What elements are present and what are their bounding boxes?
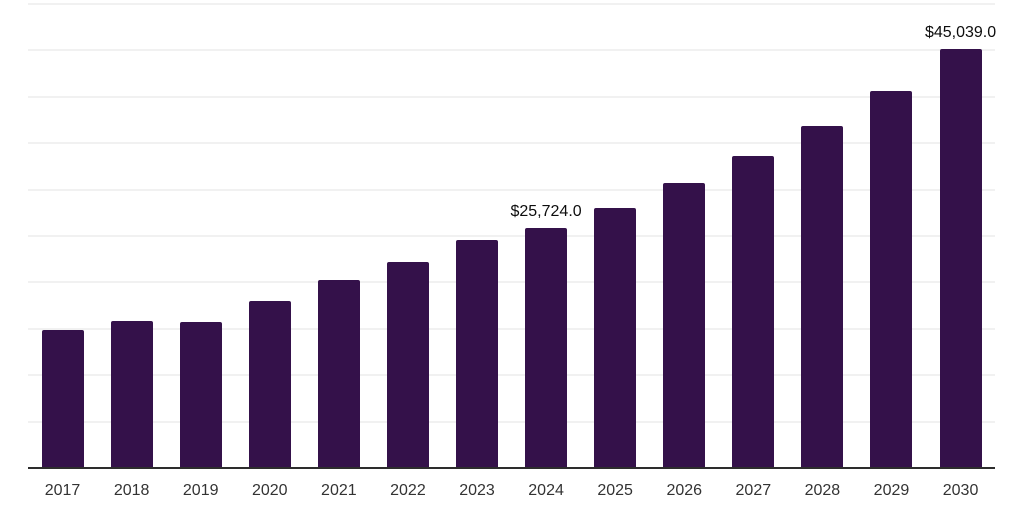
x-axis-label: 2020: [251, 482, 288, 499]
bar-column: [373, 3, 442, 467]
bar-column: [166, 3, 235, 467]
bar-column: [581, 3, 650, 467]
gridline: [28, 142, 995, 145]
bar-2029[interactable]: [870, 91, 913, 467]
x-axis-label: 2017: [44, 482, 81, 499]
gridline: [28, 327, 995, 330]
bar-2022[interactable]: [386, 261, 429, 467]
bar-column: $25,724.0: [510, 3, 582, 467]
bar-2020[interactable]: [248, 300, 291, 467]
x-axis-label: 2025: [597, 482, 633, 499]
bar-column: [97, 3, 166, 467]
bar-column: [857, 3, 926, 467]
gridline: [28, 95, 995, 98]
x-axis-label: 2028: [804, 482, 841, 499]
x-axis-label: 2022: [390, 482, 426, 499]
bar-column: $45,039.0: [924, 3, 997, 467]
bar-columns: $25,724.0 $45,039.0: [28, 3, 997, 467]
bar-column: [788, 3, 857, 467]
plot-area: $25,724.0 $45,039.0: [28, 3, 997, 469]
gridline: [28, 235, 995, 237]
x-axis: 2017 2018 2019 2020 2021 2022 2023 2024 2025 2026…: [28, 481, 995, 500]
gridline: [28, 188, 995, 191]
gridline: [28, 374, 995, 377]
gridline: [28, 420, 995, 423]
bar-2017[interactable]: [41, 329, 84, 467]
gridline: [28, 49, 995, 52]
x-axis-label: 2024: [528, 482, 564, 499]
bar-column: [650, 3, 719, 467]
x-axis-label: 2029: [873, 482, 910, 499]
bar-2025[interactable]: [594, 208, 637, 467]
x-axis-label: 2021: [321, 482, 357, 499]
gridline: [28, 3, 995, 5]
bar-2023[interactable]: [456, 239, 498, 467]
bar-column: [304, 3, 373, 467]
bar-2027[interactable]: [732, 156, 775, 467]
bar-2028[interactable]: [801, 126, 844, 467]
x-axis-label: 2027: [735, 482, 772, 499]
bar-2018[interactable]: [110, 321, 153, 467]
bar-value-label: $45,039.0: [924, 24, 997, 42]
bar-2021[interactable]: [317, 280, 360, 467]
bar-value-label: $25,724.0: [510, 203, 582, 221]
bar-column: [28, 3, 97, 467]
bar-column: [442, 3, 511, 467]
bar-column: [235, 3, 304, 467]
bar-2026[interactable]: [663, 183, 706, 467]
bar-2024[interactable]: [525, 228, 568, 467]
bar-column: [719, 3, 788, 467]
x-axis-label: 2030: [942, 482, 979, 499]
bar-2030[interactable]: [939, 49, 982, 467]
x-axis-label: 2023: [459, 482, 495, 499]
gridline: [28, 281, 995, 284]
bar-2019[interactable]: [179, 322, 222, 467]
x-axis-label: 2019: [182, 482, 219, 499]
x-axis-label: 2018: [113, 482, 150, 499]
x-axis-label: 2026: [666, 482, 703, 499]
